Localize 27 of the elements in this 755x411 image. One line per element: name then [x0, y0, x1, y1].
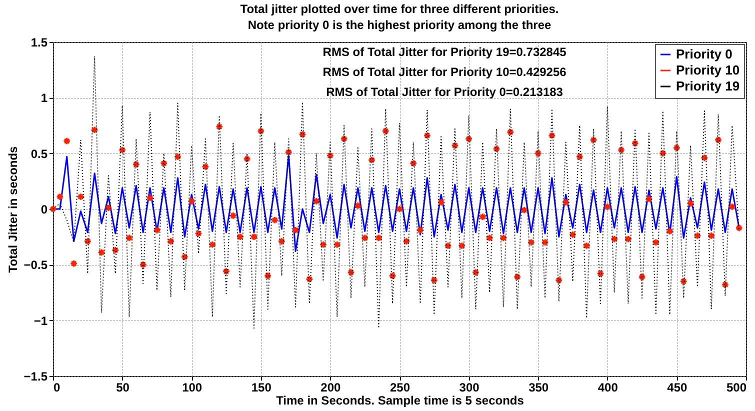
y-tick-label: 0.5: [30, 146, 48, 161]
x-tick-label: 250: [390, 380, 410, 394]
annotation: RMS of Total Jitter for Priority 10=0.429256: [322, 65, 567, 79]
y-tick-label: 1.5: [30, 36, 48, 50]
y-tick-label: 1: [40, 91, 48, 106]
x-tick-label: 400: [598, 380, 618, 394]
y-axis-title: Total Jitter in seconds: [6, 146, 20, 273]
legend-label: Priority 10: [676, 62, 740, 78]
x-tick-label: 0: [54, 380, 60, 394]
x-tick-label: 300: [459, 380, 480, 394]
x-tick-label: 100: [182, 380, 202, 394]
x-tick-label: 200: [320, 380, 342, 394]
x-axis-title: Time in Seconds. Sample time is 5 seconds: [276, 394, 524, 408]
x-tick-label: 350: [528, 380, 549, 394]
x-tick-label: 500: [726, 380, 747, 394]
annotation: RMS of Total Jitter for Priority 0=0.213183: [326, 85, 564, 99]
legend-label: Priority 0: [676, 46, 732, 62]
chart-title: Total jitter plotted over time for three different priorities. Note priority 0 is the highest priority among the three: [240, 2, 559, 32]
x-tick-label: 150: [251, 380, 272, 394]
y-tick-label: −1.5: [24, 370, 48, 384]
legend-label: Priority 19: [676, 78, 740, 94]
x-tick-label: 450: [667, 380, 688, 394]
annotation: RMS of Total Jitter for Priority 19=0.732845: [322, 45, 567, 59]
x-tick-label: 50: [116, 380, 130, 394]
y-tick-label: 0: [40, 202, 48, 216]
y-tick-label: −1: [34, 314, 48, 328]
y-tick-label: −0.5: [24, 258, 48, 272]
